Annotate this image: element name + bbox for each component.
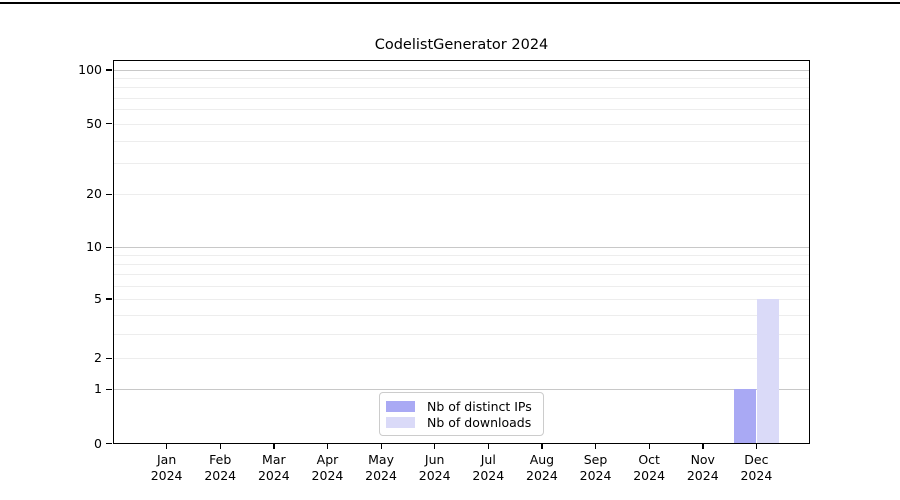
x-tick-year: 2024 bbox=[257, 468, 290, 483]
x-tick-label-jan: Jan 2024 bbox=[135, 452, 199, 484]
y-tick-label-0: 0 bbox=[94, 435, 102, 451]
gridline-minor-40 bbox=[114, 140, 809, 142]
gridline-minor-30 bbox=[114, 163, 809, 165]
y-tick-label-100: 100 bbox=[78, 61, 102, 77]
x-tick-label-oct: Oct 2024 bbox=[617, 452, 681, 484]
x-tick-label-jun: Jun 2024 bbox=[403, 452, 467, 484]
x-tick-month: Oct bbox=[638, 452, 660, 467]
y-tick-5 bbox=[106, 298, 112, 300]
gridline-minor-5 bbox=[114, 298, 809, 300]
y-tick-label-2: 2 bbox=[94, 350, 102, 366]
x-tick-aug bbox=[541, 443, 543, 449]
x-tick-month: May bbox=[368, 452, 394, 467]
x-tick-year: 2024 bbox=[633, 468, 666, 483]
x-tick-label-jul: Jul 2024 bbox=[456, 452, 520, 484]
bar-distinct-ips-dec bbox=[733, 389, 756, 444]
x-tick-month: Jun bbox=[424, 452, 445, 467]
y-tick-1 bbox=[106, 388, 112, 390]
x-tick-month: Nov bbox=[690, 452, 715, 467]
x-tick-label-nov: Nov 2024 bbox=[671, 452, 735, 484]
x-tick-label-mar: Mar 2024 bbox=[242, 452, 306, 484]
x-tick-label-may: May 2024 bbox=[349, 452, 413, 484]
x-tick-mar bbox=[273, 443, 275, 449]
legend-swatch-downloads bbox=[386, 417, 415, 429]
gridline-minor-9 bbox=[114, 255, 809, 257]
x-tick-month: Jan bbox=[156, 452, 177, 467]
gridline-minor-80 bbox=[114, 87, 809, 89]
x-tick-jun bbox=[434, 443, 436, 449]
y-tick-label-5: 5 bbox=[94, 290, 102, 306]
y-tick-10 bbox=[106, 246, 112, 249]
gridline-major-100 bbox=[114, 69, 809, 71]
x-tick-year: 2024 bbox=[204, 468, 237, 483]
x-tick-month: Aug bbox=[529, 452, 555, 467]
x-tick-label-aug: Aug 2024 bbox=[510, 452, 574, 484]
y-tick-label-1: 1 bbox=[94, 381, 102, 396]
y-tick-2 bbox=[106, 357, 112, 359]
x-tick-month: Feb bbox=[209, 452, 232, 467]
y-tick-0 bbox=[106, 443, 112, 445]
legend-label-downloads: Nb of downloads bbox=[427, 415, 532, 431]
y-tick-label-50: 50 bbox=[86, 115, 102, 131]
x-tick-year: 2024 bbox=[311, 468, 344, 483]
gridline-minor-20 bbox=[114, 194, 809, 196]
x-tick-year: 2024 bbox=[686, 468, 719, 483]
gridline-minor-6 bbox=[114, 285, 809, 287]
x-tick-month: Apr bbox=[316, 452, 339, 467]
x-tick-year: 2024 bbox=[418, 468, 451, 483]
top-rule bbox=[0, 2, 900, 4]
gridline-major-10 bbox=[114, 247, 809, 249]
x-tick-year: 2024 bbox=[472, 468, 505, 483]
plot-area-frame bbox=[112, 59, 810, 444]
gridline-minor-3 bbox=[114, 333, 809, 335]
x-tick-dec bbox=[755, 443, 758, 449]
x-tick-year: 2024 bbox=[526, 468, 558, 483]
gridline-major-1 bbox=[114, 389, 809, 390]
gridline-minor-60 bbox=[114, 109, 809, 111]
legend: Nb of distinct IPs Nb of downloads bbox=[379, 392, 544, 436]
gridline-minor-50 bbox=[114, 123, 809, 125]
x-tick-month: Sep bbox=[583, 452, 608, 467]
gridline-minor-4 bbox=[114, 314, 809, 316]
x-tick-nov bbox=[702, 443, 704, 449]
y-tick-label-20: 20 bbox=[86, 186, 102, 202]
x-tick-feb bbox=[219, 443, 222, 449]
x-tick-label-sep: Sep 2024 bbox=[564, 452, 628, 484]
x-tick-year: 2024 bbox=[365, 468, 397, 483]
x-tick-label-dec: Dec 2024 bbox=[724, 452, 788, 484]
x-tick-jan bbox=[166, 443, 168, 449]
gridline-minor-90 bbox=[114, 78, 809, 80]
x-tick-may bbox=[380, 443, 382, 449]
gridline-minor-70 bbox=[114, 97, 809, 99]
gridline-minor-8 bbox=[114, 264, 809, 266]
y-tick-50 bbox=[106, 123, 112, 125]
x-tick-jul bbox=[487, 443, 490, 449]
x-tick-month: Mar bbox=[262, 452, 286, 467]
x-tick-year: 2024 bbox=[740, 468, 773, 483]
x-tick-sep bbox=[595, 443, 597, 449]
gridline-minor-7 bbox=[114, 274, 809, 276]
x-tick-month: Dec bbox=[744, 452, 769, 467]
x-tick-month: Jul bbox=[480, 452, 496, 467]
x-tick-year: 2024 bbox=[579, 468, 612, 483]
y-tick-label-10: 10 bbox=[86, 239, 102, 255]
x-tick-label-apr: Apr 2024 bbox=[295, 452, 359, 484]
legend-swatch-distinct-ips bbox=[386, 400, 415, 412]
legend-label-distinct-ips: Nb of distinct IPs bbox=[427, 398, 532, 414]
x-tick-oct bbox=[648, 443, 650, 449]
gridline-minor-2 bbox=[114, 358, 809, 360]
y-tick-20 bbox=[106, 193, 112, 196]
x-tick-year: 2024 bbox=[150, 468, 183, 483]
x-tick-apr bbox=[326, 443, 329, 449]
x-tick-label-feb: Feb 2024 bbox=[188, 452, 252, 484]
bar-downloads-dec bbox=[756, 298, 779, 444]
legend-item-distinct-ips: Nb of distinct IPs bbox=[386, 398, 535, 415]
chart-title: CodelistGenerator 2024 bbox=[374, 37, 549, 53]
legend-item-downloads: Nb of downloads bbox=[386, 415, 535, 432]
y-tick-100 bbox=[106, 69, 112, 71]
